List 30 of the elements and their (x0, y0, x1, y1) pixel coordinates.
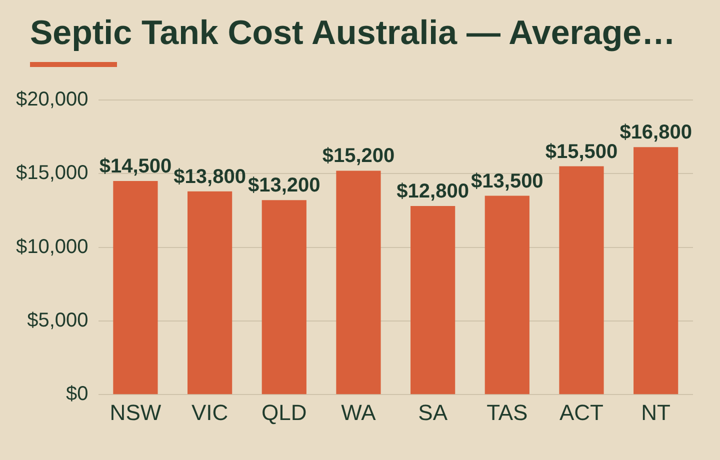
bar (634, 147, 678, 394)
bar (559, 166, 604, 394)
y-tick-label: $0 (66, 383, 88, 406)
x-tick-label: ACT (559, 400, 604, 425)
x-tick-label: NSW (110, 400, 162, 425)
bar (188, 191, 232, 394)
y-tick-label: $20,000 (16, 88, 88, 111)
data-label: $13,500 (471, 170, 544, 192)
chart-title: Septic Tank Cost Australia — Average… (30, 14, 676, 53)
bar (113, 181, 158, 394)
x-tick-label: VIC (191, 400, 228, 425)
y-tick-label: $5,000 (27, 309, 88, 332)
data-label: $12,800 (396, 180, 469, 203)
x-tick-label: WA (341, 400, 376, 425)
bar (410, 206, 456, 394)
data-label: $13,200 (248, 174, 320, 197)
data-label: $14,500 (99, 156, 172, 178)
bar (484, 196, 530, 394)
x-tick-label: NT (641, 400, 670, 425)
bar (262, 200, 306, 394)
x-tick-label: QLD (262, 400, 307, 425)
bar (336, 170, 381, 394)
data-label: $13,800 (174, 166, 246, 188)
data-label: $16,800 (620, 122, 692, 144)
y-tick-label: $10,000 (16, 236, 88, 258)
data-label: $15,200 (322, 145, 395, 168)
x-tick-label: SA (418, 400, 448, 425)
data-label: $15,500 (545, 140, 618, 163)
y-tick-label: $15,000 (16, 162, 88, 184)
x-tick-label: TAS (486, 400, 528, 425)
